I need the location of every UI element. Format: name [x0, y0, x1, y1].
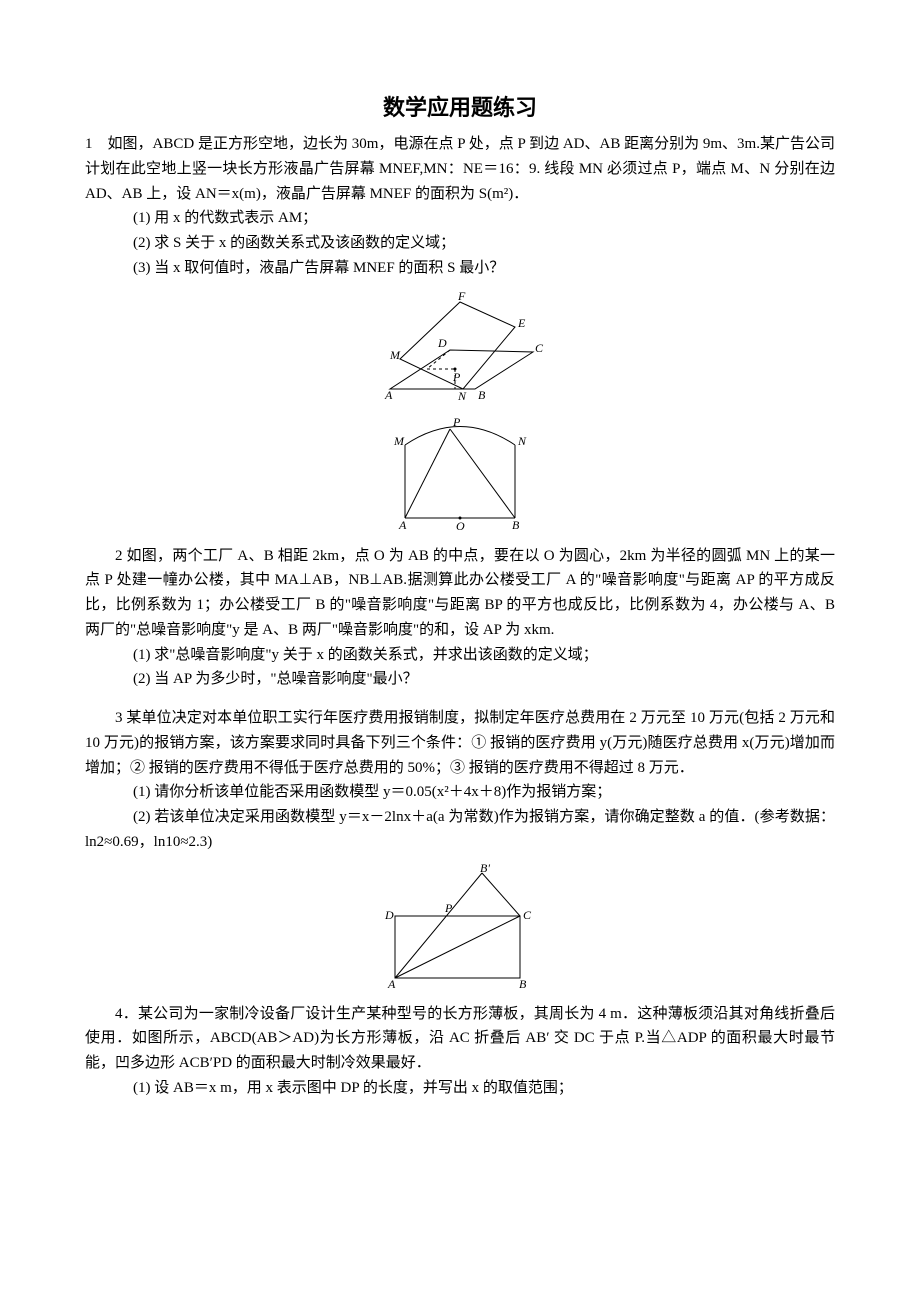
label-C: C — [535, 341, 544, 355]
p1-figure2: A B M N O P — [85, 413, 835, 538]
p3-sub1: (1) 请你分析该单位能否采用函数模型 y＝0.05(x²＋4x＋8)作为报销方… — [85, 780, 835, 805]
label2-B: B — [512, 518, 520, 532]
label2-M: M — [393, 434, 405, 448]
p1-sub3: (3) 当 x 取何值时，液晶广告屏幕 MNEF 的面积 S 最小？ — [85, 256, 835, 281]
p3-figure: A B C D P B' — [85, 861, 835, 996]
label3-A: A — [387, 977, 396, 991]
label-F: F — [457, 289, 466, 303]
label-P: P — [452, 370, 461, 384]
p3-sub2: (2) 若该单位决定采用函数模型 y＝x－2lnx＋a(a 为常数)作为报销方案… — [85, 805, 835, 855]
label3-C: C — [523, 908, 532, 922]
p1-intro: 1 如图，ABCD 是正方形空地，边长为 30m，电源在点 P 处，点 P 到边… — [85, 132, 835, 206]
label-E: E — [517, 316, 526, 330]
label-M: M — [389, 348, 401, 362]
problem-2: 2 如图，两个工厂 A、B 相距 2km，点 O 为 AB 的中点，要在以 O … — [85, 544, 835, 693]
p2-intro: 2 如图，两个工厂 A、B 相距 2km，点 O 为 AB 的中点，要在以 O … — [85, 544, 835, 643]
label3-D: D — [384, 908, 394, 922]
label2-A: A — [398, 518, 407, 532]
label-N: N — [457, 389, 467, 402]
label3-P: P — [444, 901, 453, 915]
label3-Bprime: B' — [480, 861, 490, 875]
label2-O: O — [456, 519, 465, 533]
p4-sub1: (1) 设 AB＝x m，用 x 表示图中 DP 的长度，并写出 x 的取值范围… — [85, 1076, 835, 1101]
label-A: A — [384, 388, 393, 402]
label-D: D — [437, 336, 447, 350]
problem-3: 3 某单位决定对本单位职工实行年医疗费用报销制度，拟制定年医疗总费用在 2 万元… — [85, 706, 835, 996]
p3-intro: 3 某单位决定对本单位职工实行年医疗费用报销制度，拟制定年医疗总费用在 2 万元… — [85, 706, 835, 780]
problem-1: 1 如图，ABCD 是正方形空地，边长为 30m，电源在点 P 处，点 P 到边… — [85, 132, 835, 538]
p1-sub2: (2) 求 S 关于 x 的函数关系式及该函数的定义域； — [85, 231, 835, 256]
p2-sub1: (1) 求"总噪音影响度"y 关于 x 的函数关系式，并求出该函数的定义域； — [85, 643, 835, 668]
p4-intro: 4．某公司为一家制冷设备厂设计生产某种型号的长方形薄板，其周长为 4 m．这种薄… — [85, 1002, 835, 1076]
p1-figure1: A B C D E F M N P — [85, 287, 835, 407]
page-title: 数学应用题练习 — [85, 90, 835, 122]
p1-sub1: (1) 用 x 的代数式表示 AM； — [85, 206, 835, 231]
label3-B: B — [519, 977, 527, 991]
label-B: B — [478, 388, 486, 402]
problem-4: 4．某公司为一家制冷设备厂设计生产某种型号的长方形薄板，其周长为 4 m．这种薄… — [85, 1002, 835, 1101]
label2-P: P — [452, 415, 461, 429]
p2-sub2: (2) 当 AP 为多少时，"总噪音影响度"最小？ — [85, 667, 835, 692]
label2-N: N — [517, 434, 527, 448]
